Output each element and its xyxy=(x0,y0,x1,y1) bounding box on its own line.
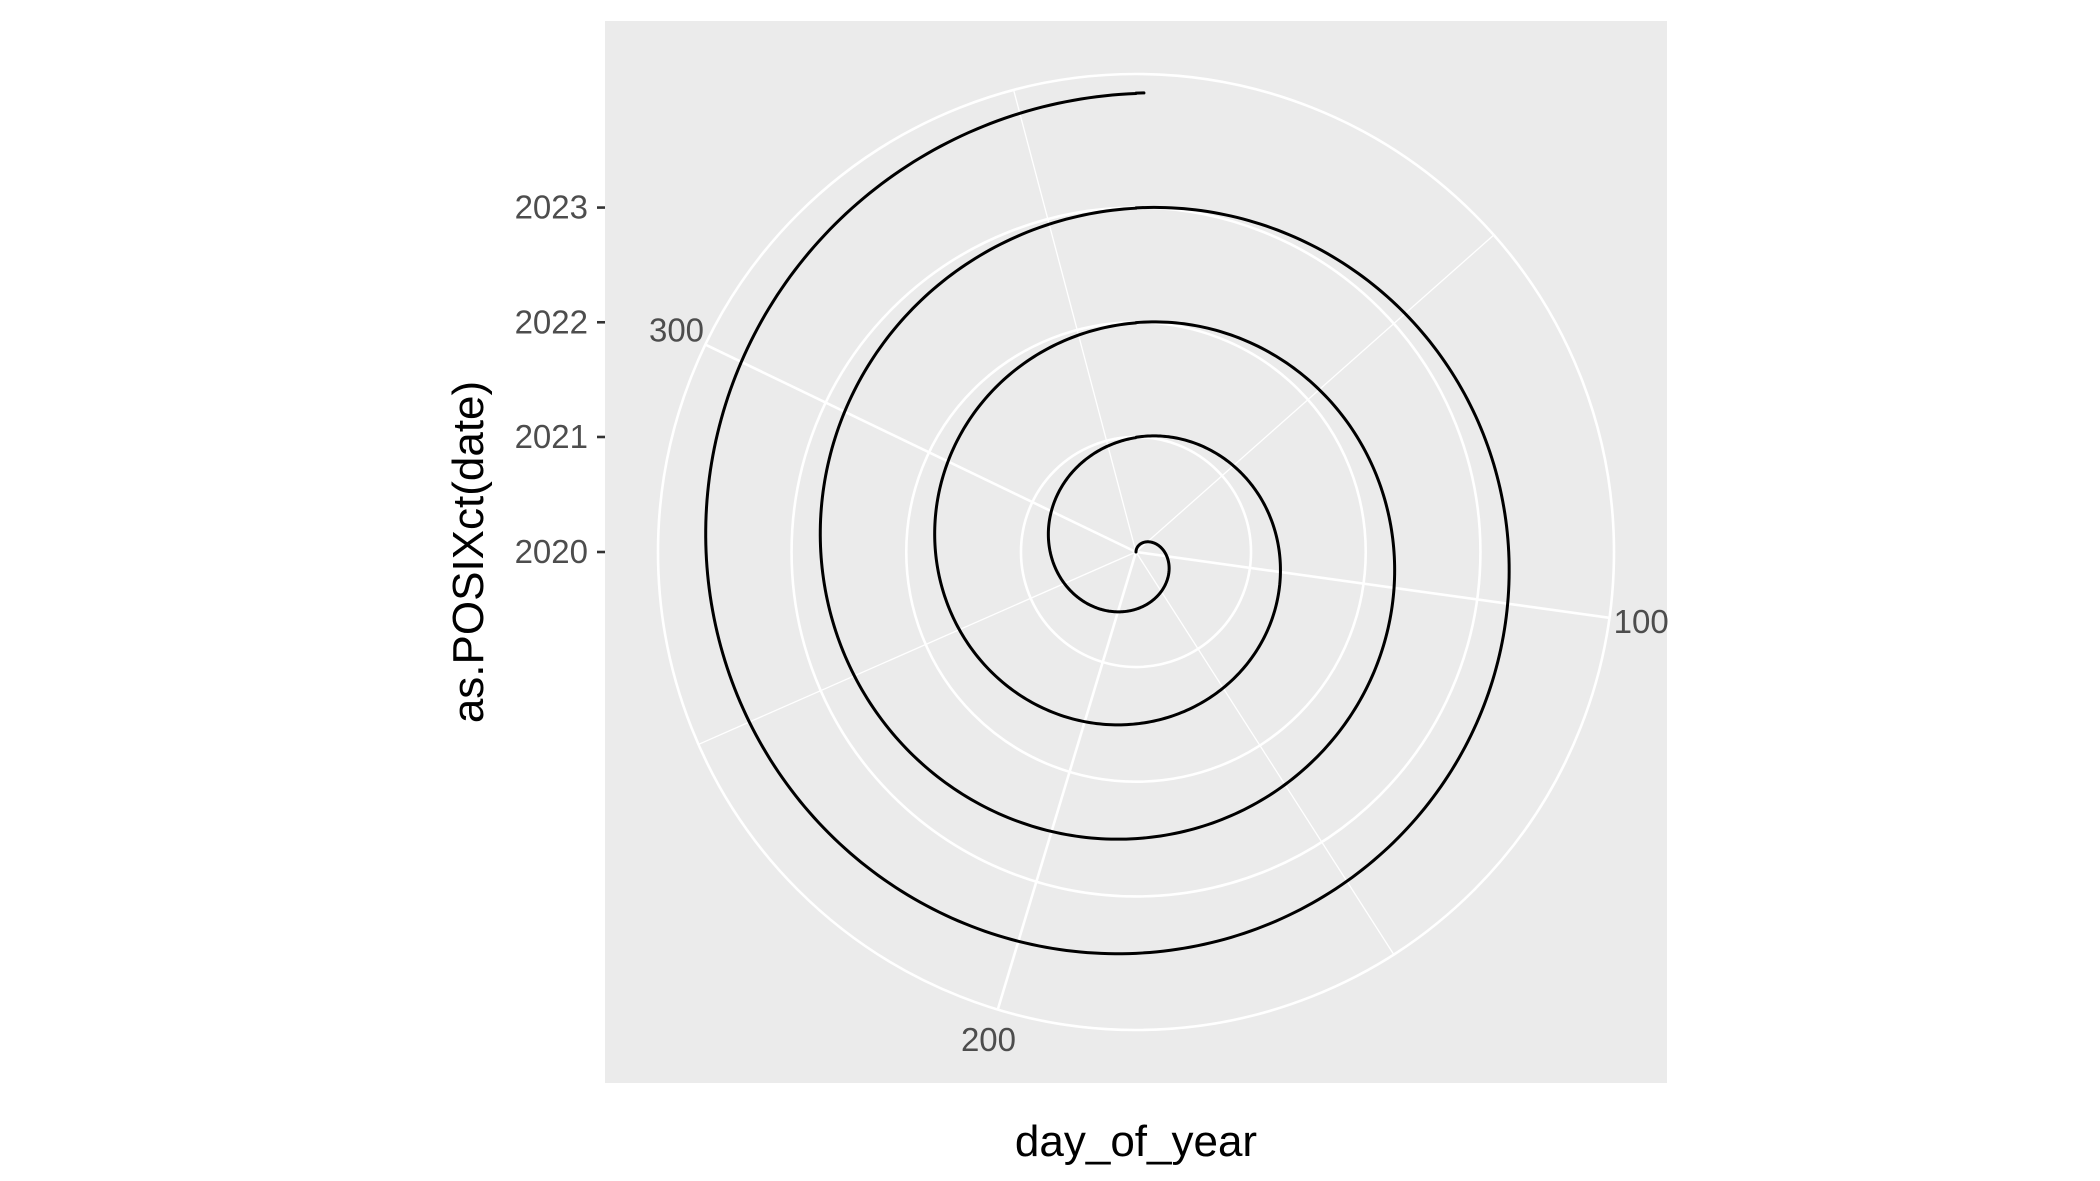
x-axis-labels: 100 200 300 xyxy=(649,312,1669,1058)
series-line-0 xyxy=(704,91,1511,956)
y-tick-label: 2022 xyxy=(515,303,588,340)
data-layer xyxy=(704,91,1511,956)
x-tick-label: 200 xyxy=(961,1021,1016,1058)
x-tick-label: 100 xyxy=(1614,603,1669,640)
spoke-minor-350 xyxy=(1012,89,1137,553)
spoke-major-100 xyxy=(1135,550,1610,620)
y-tick-label: 2021 xyxy=(515,418,588,455)
x-tick-label: 300 xyxy=(649,312,704,349)
y-tick-label: 2023 xyxy=(515,189,588,226)
spoke-minor-50 xyxy=(1135,234,1495,553)
spoke-major-200 xyxy=(996,551,1138,1010)
spoke-major-300 xyxy=(704,343,1137,554)
spoke-minor-150 xyxy=(1135,551,1395,955)
y-axis-title: as.POSIXct(date) xyxy=(444,381,493,723)
y-tick-label: 2020 xyxy=(515,533,588,570)
x-axis-title: day_of_year xyxy=(1015,1117,1257,1166)
y-axis: 2020 2021 2022 2023 xyxy=(515,189,605,570)
outer-gridline xyxy=(656,72,1616,1032)
